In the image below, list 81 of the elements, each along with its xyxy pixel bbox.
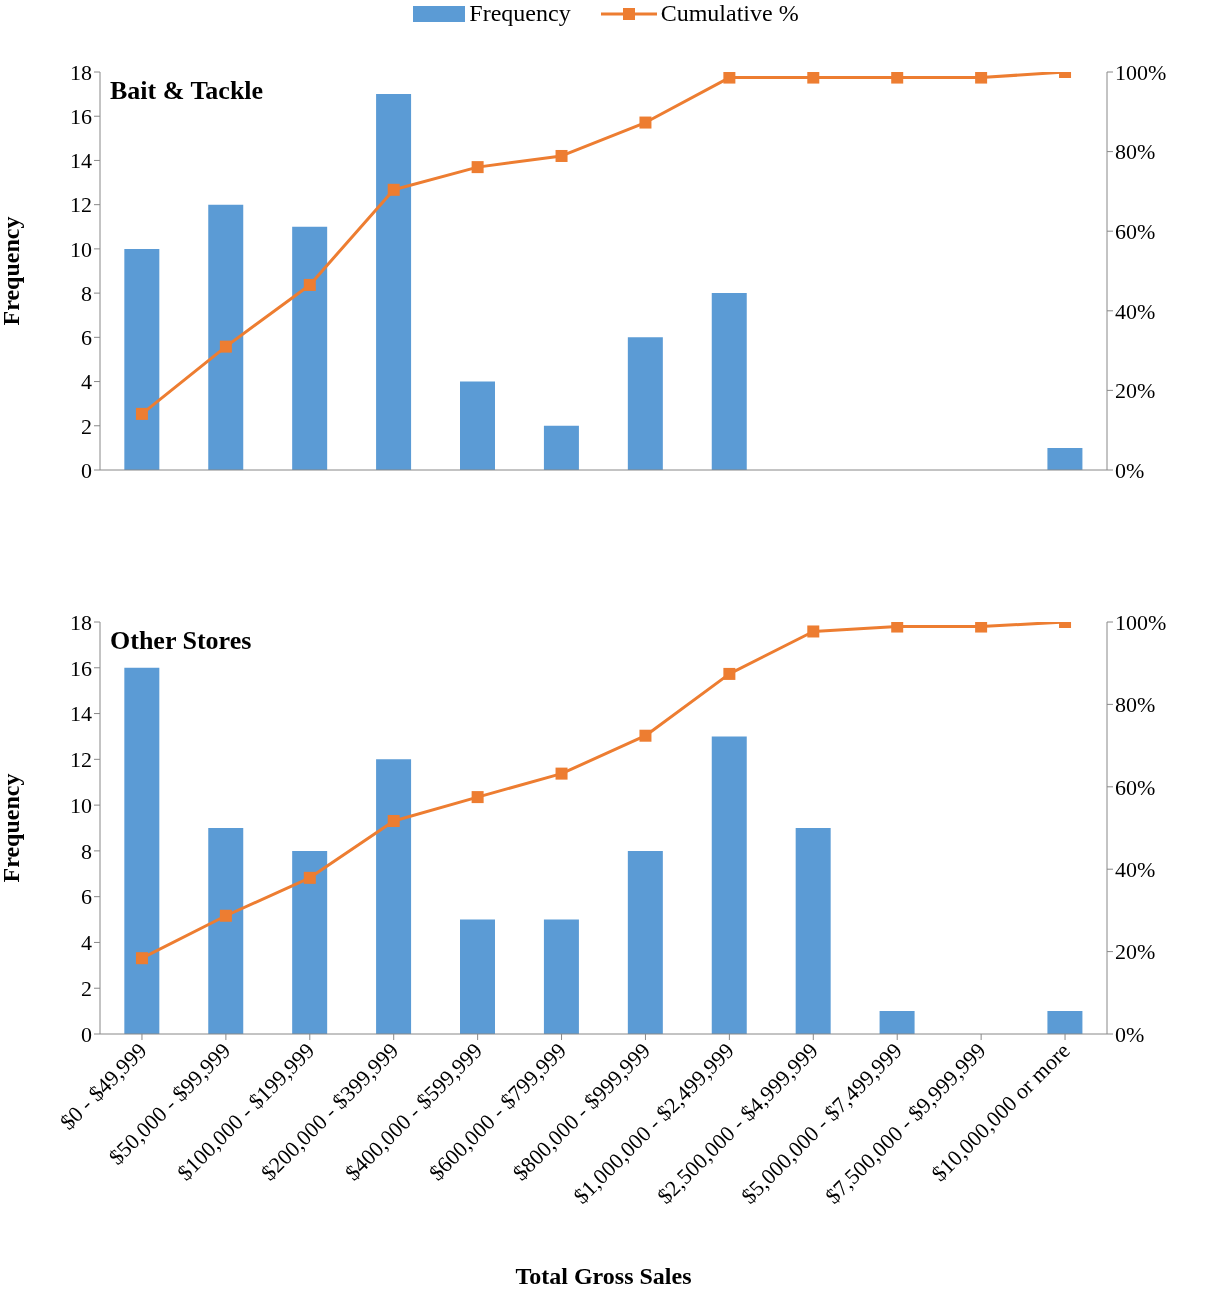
y-tick-label: 4 <box>81 930 92 956</box>
point <box>891 622 904 633</box>
chart-title: Bait & Tackle <box>110 76 264 106</box>
bar <box>208 204 244 470</box>
bar <box>627 850 663 1034</box>
y2-tick-label: 0% <box>1115 457 1145 483</box>
chart-title: Other Stores <box>110 626 252 656</box>
bar <box>124 667 160 1034</box>
point <box>891 72 904 84</box>
point <box>135 952 148 965</box>
y2-tick-label: 60% <box>1115 774 1156 800</box>
y2-tick-label: 100% <box>1115 59 1167 85</box>
point <box>135 407 148 420</box>
y-tick-label: 6 <box>81 325 92 351</box>
bar <box>1047 1011 1083 1034</box>
bar <box>543 425 579 470</box>
point <box>975 622 988 633</box>
y-tick-label: 2 <box>81 413 92 439</box>
bar <box>711 736 747 1034</box>
bar <box>1047 447 1083 470</box>
y-tick-label: 0 <box>81 457 92 483</box>
y2-tick-label: 20% <box>1115 939 1156 965</box>
y-tick-label: 12 <box>70 192 92 218</box>
bar <box>292 850 328 1034</box>
y-tick-label: 6 <box>81 884 92 910</box>
point <box>975 72 988 84</box>
bar <box>292 226 328 470</box>
point <box>387 183 400 196</box>
bar <box>376 94 412 470</box>
y-tick-label: 18 <box>70 609 92 635</box>
bar <box>627 337 663 470</box>
point <box>303 278 316 291</box>
point <box>807 625 820 638</box>
legend-label: Cumulative % <box>660 0 799 27</box>
y-tick-label: 0 <box>81 1021 92 1047</box>
y-tick-label: 16 <box>70 655 92 681</box>
y2-tick-label: 0% <box>1115 1021 1145 1047</box>
bar <box>124 248 160 470</box>
point <box>219 340 232 353</box>
bar <box>543 919 579 1034</box>
point <box>219 909 232 922</box>
y-tick-label: 2 <box>81 976 92 1002</box>
y-tick-label: 14 <box>70 148 92 174</box>
y-tick-label: 10 <box>70 792 92 818</box>
point <box>723 667 736 680</box>
y2-tick-label: 60% <box>1115 219 1156 245</box>
y-tick-label: 4 <box>81 369 92 395</box>
y-tick-label: 8 <box>81 280 92 306</box>
bar <box>460 919 495 1034</box>
point <box>807 72 820 84</box>
y-tick-label: 14 <box>70 701 92 727</box>
bar <box>376 759 412 1034</box>
point <box>471 791 484 804</box>
y-axis-title: Frequency <box>0 216 24 326</box>
y-axis-title: Frequency <box>0 773 24 883</box>
y2-tick-label: 40% <box>1115 857 1156 883</box>
y-tick-label: 8 <box>81 838 92 864</box>
point <box>471 161 484 174</box>
y-tick-label: 10 <box>70 236 92 262</box>
bar <box>711 293 747 470</box>
y2-tick-label: 100% <box>1115 609 1167 635</box>
point <box>555 149 568 162</box>
y2-tick-label: 80% <box>1115 692 1156 718</box>
bar <box>208 828 244 1034</box>
y2-tick-label: 20% <box>1115 378 1156 404</box>
y2-tick-label: 80% <box>1115 139 1156 165</box>
point <box>639 116 652 129</box>
y2-tick-label: 40% <box>1115 298 1156 324</box>
bar <box>460 381 495 470</box>
x-axis-title: Total Gross Sales <box>515 1263 692 1289</box>
y-tick-label: 18 <box>70 59 92 85</box>
bar <box>879 1011 915 1034</box>
legend-label: Frequency <box>469 0 571 27</box>
point <box>723 72 736 84</box>
point <box>555 767 568 780</box>
point <box>639 729 652 742</box>
point <box>303 871 316 884</box>
point <box>387 815 400 827</box>
bar <box>795 828 831 1034</box>
y-tick-label: 12 <box>70 747 92 773</box>
y-tick-label: 16 <box>70 104 92 130</box>
